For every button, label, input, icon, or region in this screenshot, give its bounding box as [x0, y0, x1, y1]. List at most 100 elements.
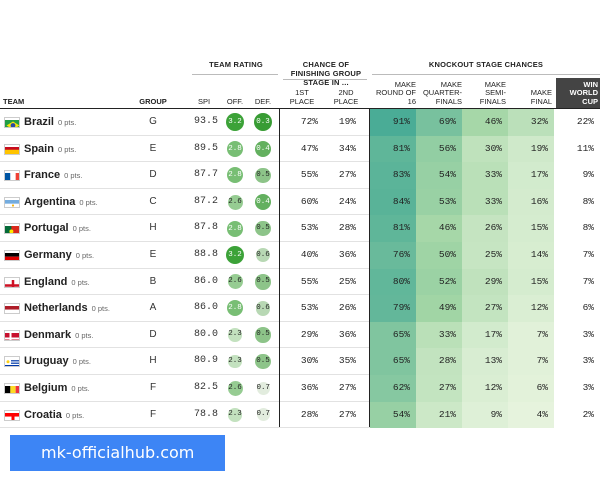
second-place-chance: 35% [338, 355, 356, 367]
win-heat-cell [554, 215, 600, 242]
first-place-chance: 30% [300, 355, 318, 367]
knockout-heading: KNOCKOUT STAGE CHANCES [428, 60, 544, 69]
team-spi: 86.0 [193, 302, 218, 314]
team-spi: 87.7 [193, 169, 218, 181]
team-points: 0 pts. [72, 224, 91, 234]
team-rating-underline [192, 74, 278, 75]
r16-chance: 65% [392, 328, 410, 340]
second-place-chance: 25% [338, 275, 356, 287]
qf-heat-cell [416, 268, 462, 296]
first-place-chance: 28% [300, 408, 318, 420]
def-rating-bubble: 0.5 [255, 327, 271, 343]
team-group: A [149, 302, 157, 314]
r16-chance: 79% [392, 302, 410, 314]
qf-chance: 69% [438, 116, 456, 127]
r16-heat-cell [370, 135, 416, 163]
team-spi: 80.0 [193, 328, 218, 340]
team-group: H [149, 222, 157, 234]
sf-chance: 33% [484, 169, 502, 181]
team-group: G [149, 116, 157, 127]
sf-heat-cell [462, 268, 508, 296]
sf-heat-cell [462, 321, 508, 349]
win-chance: 3% [582, 382, 594, 393]
team-group: C [149, 195, 157, 207]
second-place-chance: 27% [338, 382, 356, 393]
team-group: B [149, 275, 157, 287]
qf-heat-cell [416, 295, 462, 322]
table-row[interactable]: Croatia 0 pts. F 78.8 2.3 0.7 28% 27% 54% 21% 9% 4%… [0, 401, 600, 429]
r16-chance: 76% [392, 249, 410, 260]
win-chance: 22% [576, 116, 594, 127]
team-group: F [149, 408, 157, 420]
team-points: 0 pts. [64, 171, 83, 181]
table-row[interactable]: Argentina 0 pts. C 87.2 2.6 0.4 60% 24% 84% 53% 33… [0, 188, 600, 216]
table-row[interactable]: Portugal 0 pts. H 87.8 2.8 0.5 53% 28% 81% 46% 26%… [0, 215, 600, 242]
qf-heat-cell [416, 401, 462, 429]
table-row[interactable]: Denmark 0 pts. D 80.0 2.3 0.5 29% 36% 65% 33% 17% 7… [0, 321, 600, 349]
table-row[interactable]: England 0 pts. B 86.0 2.6 0.5 55% 25% 80% 52% 29% 1… [0, 268, 600, 296]
qf-heat-cell [416, 242, 462, 269]
win-heat-cell [554, 162, 600, 189]
final-chance: 12% [530, 302, 548, 314]
team-group: D [149, 328, 157, 340]
team-spi: 78.8 [193, 408, 218, 420]
table-row[interactable]: France 0 pts. D 87.7 2.8 0.5 55% 27% 83% 54% 33% 17… [0, 162, 600, 189]
final-chance: 19% [530, 142, 548, 154]
table-row[interactable]: Brazil 0 pts. G 93.5 3.2 0.3 72% 19% 91% 69% 46% 32… [0, 109, 600, 136]
r16-heat-cell [370, 242, 416, 269]
sf-chance: 33% [484, 195, 502, 207]
def-rating-bubble: 0.3 [254, 113, 272, 132]
r16-chance: 91% [392, 116, 410, 127]
portugal-flag-icon [4, 223, 20, 235]
r16-heat-cell [370, 401, 416, 429]
team-name: England 0 pts. [24, 275, 90, 288]
off-rating-bubble: 2.3 [228, 408, 242, 422]
finish-group-underline [283, 79, 367, 80]
qf-chance: 27% [438, 382, 456, 393]
divider-finish [369, 108, 370, 427]
first-place-chance: 29% [300, 328, 318, 340]
win-chance: 6% [582, 302, 594, 314]
team-group: H [149, 355, 157, 367]
qf-chance: 21% [438, 408, 456, 420]
qf-heat-cell [416, 135, 462, 163]
final-chance: 15% [530, 275, 548, 287]
team-group: D [149, 169, 157, 181]
def-rating-bubble: 0.6 [255, 248, 271, 263]
team-name: Portugal 0 pts. [24, 222, 91, 235]
table-row[interactable]: Netherlands 0 pts. A 86.0 2.8 0.6 53% 26% 79% 49%… [0, 295, 600, 322]
col-win: WIN WORLD CUP [569, 79, 598, 106]
table-row[interactable]: Germany 0 pts. E 88.8 3.2 0.6 40% 36% 76% 50% 25% 1… [0, 242, 600, 269]
table-row[interactable]: Uruguay 0 pts. H 80.9 2.3 0.5 30% 35% 65% 28% 13% 7… [0, 348, 600, 375]
first-place-chance: 55% [300, 169, 318, 181]
team-group: F [149, 382, 157, 393]
win-heat-cell [554, 375, 600, 402]
brazil-flag-icon [4, 117, 20, 128]
sf-chance: 17% [484, 328, 502, 340]
team-group: E [149, 249, 157, 260]
germany-flag-icon [4, 250, 20, 261]
col-first-place: 1ST PLACE [289, 88, 315, 106]
team-points: 0 pts. [71, 384, 90, 393]
r16-heat-cell [370, 162, 416, 189]
sf-heat-cell [462, 348, 508, 375]
qf-heat-cell [416, 188, 462, 216]
table-row[interactable]: Belgium 0 pts. F 82.5 2.6 0.7 36% 27% 62% 27% 12% 6… [0, 375, 600, 402]
win-heat-cell [554, 109, 600, 136]
qf-heat-cell [416, 109, 462, 136]
win-heat-cell [554, 321, 600, 349]
final-chance: 7% [536, 328, 548, 340]
team-name: Spain 0 pts. [24, 142, 77, 155]
sf-chance: 13% [484, 355, 502, 367]
def-rating-bubble: 0.5 [255, 353, 271, 370]
first-place-chance: 53% [300, 302, 318, 314]
croatia-flag-icon [4, 409, 20, 421]
off-rating-bubble: 3.2 [226, 113, 244, 132]
second-place-chance: 24% [338, 195, 356, 207]
second-place-chance: 27% [338, 169, 356, 181]
table-row[interactable]: Spain 0 pts. E 89.5 2.8 0.4 47% 34% 81% 56% 30% 19%… [0, 135, 600, 163]
sf-heat-cell [462, 135, 508, 163]
team-points: 0 pts. [72, 357, 91, 367]
win-chance: 8% [582, 195, 594, 207]
qf-chance: 56% [438, 142, 456, 154]
